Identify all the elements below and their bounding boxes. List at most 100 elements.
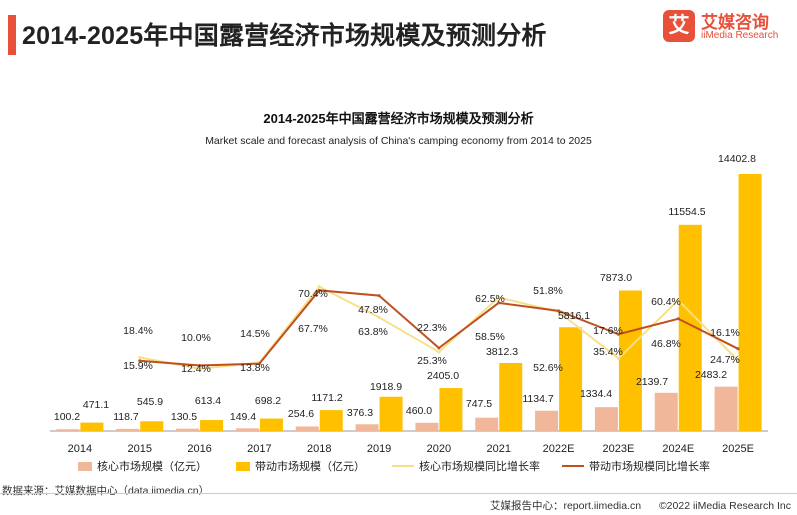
title-accent-bar — [8, 15, 16, 55]
x-tick-label-2016: 2016 — [187, 443, 211, 455]
point-core-growth-10 — [736, 359, 740, 363]
point-core-growth-5 — [437, 350, 441, 354]
legend-swatch-driven-market — [236, 461, 250, 471]
point-driven-growth-6 — [497, 301, 501, 305]
label-core-2017: 149.4 — [230, 411, 256, 423]
report-center-link[interactable]: 艾媒报告中心：report.iimedia.cn — [489, 500, 642, 512]
label-driven-2025E: 14402.8 — [718, 153, 756, 165]
label-driven-2020: 2405.0 — [427, 370, 459, 382]
label-driven-growth-2016: 12.4% — [181, 363, 211, 375]
legend-item-core-market: 核心市场规模（亿元） — [78, 458, 207, 474]
x-tick-label-2018: 2018 — [307, 443, 331, 455]
label-core-2015: 118.7 — [113, 411, 139, 423]
label-core-2020: 460.0 — [406, 405, 432, 417]
legend-label-core-growth: 核心市场规模同比增长率 — [419, 461, 540, 473]
label-core-growth-2021: 62.5% — [475, 293, 505, 305]
point-driven-growth-9 — [676, 317, 680, 321]
footer-divider — [0, 493, 797, 494]
page-title: 2014-2025年中国露营经济市场规模及预测分析 — [22, 22, 547, 50]
label-core-growth-2024E: 60.4% — [651, 296, 681, 308]
copyright-text: ©2022 iiMedia Research Inc — [658, 500, 791, 512]
bar-driven-2021 — [499, 362, 523, 431]
label-driven-2016: 613.4 — [195, 395, 221, 407]
bar-driven-2017 — [259, 418, 283, 431]
label-driven-growth-2020: 25.3% — [417, 355, 447, 367]
point-driven-growth-3 — [317, 288, 321, 292]
label-driven-growth-2022E: 52.6% — [533, 362, 563, 374]
label-core-2021: 747.5 — [466, 398, 492, 410]
legend-swatch-driven-growth — [562, 465, 584, 467]
bar-driven-2022E — [559, 327, 583, 431]
label-core-2022E: 1134.7 — [522, 393, 553, 405]
label-driven-2021: 3812.3 — [486, 346, 518, 358]
bar-core-2024E — [654, 392, 678, 431]
point-driven-growth-5 — [437, 346, 441, 350]
label-core-growth-2018: 70.4% — [298, 288, 328, 300]
chart-canvas: 2014 2015 2016 2017 2018 2019 2020 2021 2022E 202… — [50, 153, 768, 455]
label-driven-2018: 1171.2 — [311, 392, 342, 404]
x-tick-label-2025E: 2025E — [722, 443, 754, 455]
label-driven-2017: 698.2 — [255, 395, 281, 407]
bar-core-2025E — [714, 386, 738, 431]
label-driven-growth-2024E: 46.8% — [651, 338, 681, 350]
bar-driven-2025E — [738, 174, 762, 431]
label-core-2019: 376.3 — [347, 407, 373, 419]
label-core-2016: 130.5 — [171, 411, 197, 423]
logo-en-text: iiMedia Research — [701, 30, 779, 41]
bar-core-2015 — [116, 428, 140, 431]
bar-driven-2024E — [678, 224, 702, 431]
bar-driven-2023E — [618, 290, 642, 431]
logo-cn-text: 艾媒咨询 — [701, 13, 769, 32]
legend-label-driven-growth: 带动市场规模同比增长率 — [589, 461, 710, 473]
point-driven-growth-4 — [377, 294, 381, 298]
chart-legend: 核心市场规模（亿元） 带动市场规模（亿元） 核心市场规模同比增长率 带动市场规模… — [0, 458, 797, 476]
point-core-growth-9 — [676, 298, 680, 302]
legend-label-driven-market: 带动市场规模（亿元） — [255, 461, 365, 473]
label-core-2014: 100.2 — [54, 411, 80, 423]
x-tick-label-2021: 2021 — [487, 443, 511, 455]
label-core-growth-2015: 18.4% — [123, 325, 153, 337]
legend-label-core-market: 核心市场规模（亿元） — [97, 461, 207, 473]
bar-core-2022E — [535, 410, 559, 431]
label-core-growth-2025E: 16.1% — [710, 327, 740, 339]
bar-driven-2019 — [379, 396, 403, 431]
label-core-growth-2019: 47.8% — [358, 304, 388, 316]
point-core-growth-3 — [317, 285, 321, 289]
point-core-growth-8 — [616, 356, 620, 360]
x-tick-label-2014: 2014 — [68, 443, 92, 455]
x-tick-label-2024E: 2024E — [662, 443, 694, 455]
label-core-2023E: 1334.4 — [580, 388, 612, 400]
header-bar: 2014-2025年中国露营经济市场规模及预测分析 艾 艾媒咨询 iiMedia… — [0, 0, 797, 72]
legend-item-driven-market: 带动市场规模（亿元） — [236, 458, 365, 474]
point-driven-growth-0 — [138, 359, 142, 363]
x-tick-label-2019: 2019 — [367, 443, 391, 455]
label-driven-2022E: 5816.1 — [558, 310, 590, 322]
label-core-growth-2016: 10.0% — [181, 332, 211, 344]
x-tick-label-2015: 2015 — [128, 443, 152, 455]
label-driven-growth-2019: 63.8% — [358, 326, 388, 338]
logo-mark-icon: 艾 — [663, 10, 695, 42]
label-core-growth-2022E: 51.8% — [533, 285, 563, 297]
x-tick-label-2020: 2020 — [427, 443, 451, 455]
point-core-growth-4 — [377, 315, 381, 319]
chart-title: 2014-2025年中国露营经济市场规模及预测分析 — [263, 111, 534, 126]
label-driven-growth-2023E: 35.4% — [593, 346, 623, 358]
label-driven-growth-2025E: 24.7% — [710, 354, 740, 366]
label-driven-growth-2018: 67.7% — [298, 323, 328, 335]
point-driven-growth-7 — [557, 309, 561, 313]
point-driven-growth-8 — [616, 332, 620, 336]
bar-driven-2020 — [439, 388, 463, 431]
label-core-2025E: 2483.2 — [695, 369, 727, 381]
point-driven-growth-10 — [736, 347, 740, 351]
footer-right: 艾媒报告中心：report.iimedia.cn ©2022 iiMedia R… — [490, 498, 791, 513]
label-driven-growth-2021: 58.5% — [475, 331, 505, 343]
bar-core-2017 — [235, 428, 259, 431]
chart-subtitle: Market scale and forecast analysis of Ch… — [205, 135, 592, 147]
iimedia-logo[interactable]: 艾 艾媒咨询 iiMedia Research — [663, 8, 785, 48]
bar-core-2023E — [594, 407, 618, 431]
point-core-growth-1 — [198, 367, 202, 371]
label-driven-growth-2015: 15.9% — [123, 360, 153, 372]
x-tick-label-2023E: 2023E — [603, 443, 635, 455]
label-driven-2014: 471.1 — [83, 399, 109, 411]
label-driven-2015: 545.9 — [137, 396, 163, 408]
